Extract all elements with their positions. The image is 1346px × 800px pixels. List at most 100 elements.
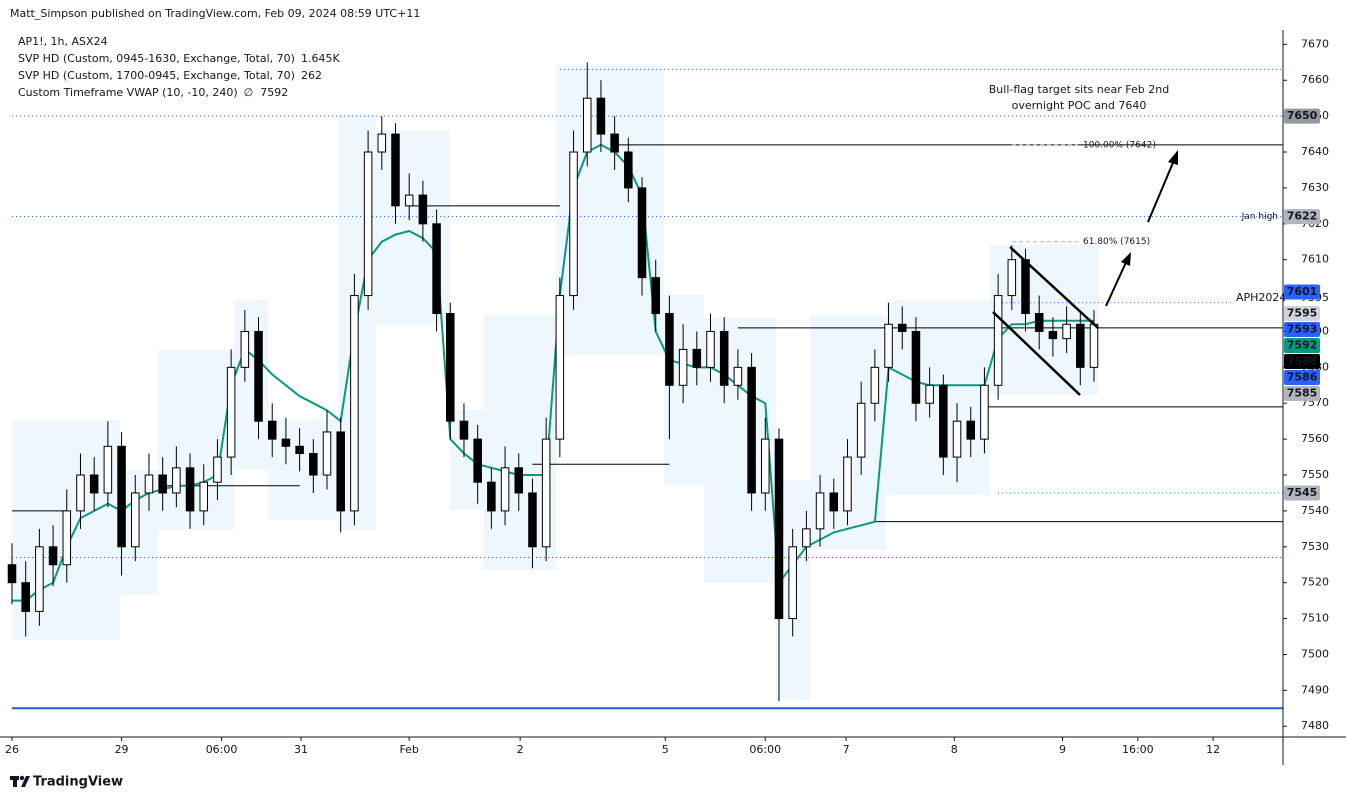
legend-indicator: SVP HD (Custom, 1700-0945, Exchange, Tot…	[18, 69, 295, 82]
candle-body	[637, 187, 647, 279]
candle-body	[76, 474, 85, 512]
candle-body	[678, 348, 688, 386]
level-label: Jan high	[1241, 212, 1278, 222]
candle-body	[774, 438, 784, 620]
profile-box	[234, 300, 268, 470]
flag-lower-line	[992, 311, 1081, 396]
candle-body	[473, 438, 482, 483]
candle-body	[582, 97, 592, 153]
price-badge-label: 7650	[1287, 109, 1318, 122]
candle-body	[213, 456, 222, 483]
candle-body	[35, 546, 44, 612]
y-tick-label: 7560	[1301, 432, 1329, 445]
legend: AP1!, 1h, ASX24 SVP HD (Custom, 0945-163…	[18, 35, 340, 99]
price-badge-label: 7585	[1287, 387, 1318, 400]
candle-body	[1048, 330, 1058, 340]
candle-body	[322, 431, 332, 476]
candle-body	[1007, 259, 1017, 297]
candle-body	[747, 366, 756, 494]
x-tick-label: 06:00	[206, 743, 238, 756]
candle-body	[240, 330, 250, 368]
candle-body	[363, 151, 373, 297]
candle-body	[980, 384, 989, 440]
candle-body	[459, 420, 469, 440]
candle-body	[487, 481, 496, 512]
logo-part	[13, 776, 17, 787]
price-badge	[1284, 322, 1320, 338]
candle-body	[1089, 323, 1099, 368]
candle-body	[48, 546, 58, 566]
price-badge	[1284, 338, 1320, 354]
x-tick-label: 29	[115, 743, 129, 756]
candle-body	[952, 420, 962, 458]
candle-body	[692, 348, 702, 368]
candle-body	[651, 277, 660, 315]
y-tick-label: 7640	[1301, 145, 1329, 158]
candle-body	[7, 564, 17, 584]
x-tick-label: 7	[843, 743, 850, 756]
candle-body	[706, 330, 715, 368]
legend-symbol: AP1!, 1h, ASX24	[18, 35, 108, 48]
candle-body	[870, 366, 880, 404]
candle-body	[350, 295, 359, 512]
candle-body	[993, 295, 1003, 386]
annotation-line: Bull-flag target sits near Feb 2nd	[989, 83, 1169, 96]
x-tick-label: Feb	[399, 743, 418, 756]
price-badge-label: 7586	[1287, 371, 1318, 384]
candle-body	[418, 194, 428, 225]
candle-body	[596, 97, 606, 135]
y-tick-label: 7630	[1301, 181, 1329, 194]
candle-body	[309, 452, 318, 476]
candle-body	[829, 492, 839, 512]
candle-body	[144, 474, 154, 494]
candle-body	[432, 223, 441, 315]
candle-body	[1021, 259, 1030, 315]
candle-body	[815, 492, 825, 530]
candle-body	[788, 546, 797, 620]
profile-box	[886, 300, 990, 495]
legend-value: 262	[301, 69, 322, 82]
x-tick-label: 5	[662, 743, 669, 756]
candle-body	[185, 467, 195, 512]
annotation-line: overnight POC and 7640	[1012, 99, 1147, 112]
candle-body	[158, 474, 167, 494]
candle-body	[62, 510, 72, 566]
price-badge	[1284, 354, 1320, 370]
price-badge	[1284, 485, 1320, 501]
profile-box	[158, 350, 234, 530]
candle-body	[541, 438, 551, 548]
candle-body	[336, 431, 345, 512]
candle-body	[391, 133, 400, 207]
candle-body	[199, 481, 209, 512]
price-badge-label: 7545	[1287, 486, 1318, 499]
candle-body	[21, 582, 30, 612]
candle-body	[1034, 313, 1044, 332]
candle-body	[911, 330, 921, 404]
candle-body	[281, 438, 291, 447]
y-tick-label: 7500	[1301, 647, 1329, 660]
candle-body	[1076, 323, 1085, 368]
candle-body	[843, 456, 852, 512]
x-tick-label: 16:00	[1122, 743, 1154, 756]
x-tick-label: 31	[294, 743, 308, 756]
price-badge-label: 7601	[1287, 285, 1318, 298]
legend-symbol: ∅	[244, 86, 254, 99]
candle-body	[295, 445, 304, 454]
fib-label: 61.80% (7615)	[1083, 237, 1150, 247]
price-badge-label: 7588	[1287, 355, 1318, 368]
legend-value: 1.645K	[301, 52, 340, 65]
candle-body	[103, 445, 113, 494]
y-tick-label: 7490	[1301, 683, 1329, 696]
y-tick-label: 7540	[1301, 504, 1329, 517]
y-tick-label: 7530	[1301, 540, 1329, 553]
candle-body	[665, 313, 674, 386]
candle-body	[555, 295, 565, 440]
price-badge-label: 7622	[1287, 210, 1318, 223]
price-badge	[1284, 209, 1320, 225]
candle-body	[226, 366, 236, 458]
candle-body	[939, 384, 948, 458]
candle-body	[377, 133, 387, 153]
logo-part	[21, 776, 30, 787]
price-badge-label: 7595	[1287, 307, 1318, 320]
